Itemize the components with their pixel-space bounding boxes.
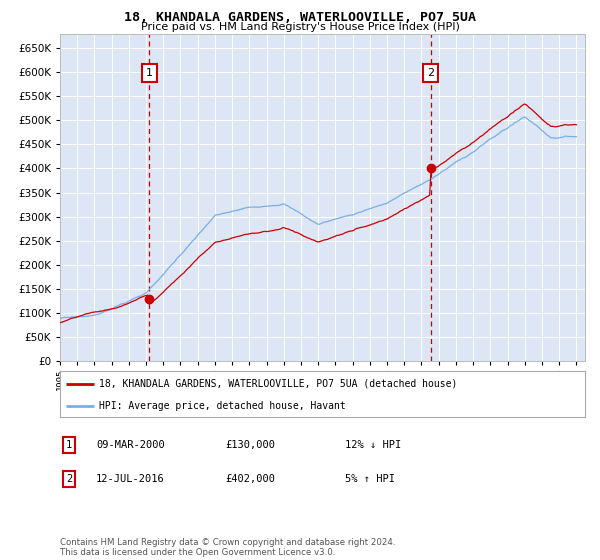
Text: £402,000: £402,000 bbox=[225, 474, 275, 484]
Text: 2: 2 bbox=[66, 474, 72, 484]
Text: 12-JUL-2016: 12-JUL-2016 bbox=[96, 474, 165, 484]
Text: 1: 1 bbox=[66, 440, 72, 450]
Text: 12% ↓ HPI: 12% ↓ HPI bbox=[345, 440, 401, 450]
Text: HPI: Average price, detached house, Havant: HPI: Average price, detached house, Hava… bbox=[100, 401, 346, 410]
Text: 5% ↑ HPI: 5% ↑ HPI bbox=[345, 474, 395, 484]
Text: 09-MAR-2000: 09-MAR-2000 bbox=[96, 440, 165, 450]
Text: 2: 2 bbox=[427, 68, 434, 78]
Text: 1: 1 bbox=[146, 68, 153, 78]
Text: Price paid vs. HM Land Registry's House Price Index (HPI): Price paid vs. HM Land Registry's House … bbox=[140, 22, 460, 32]
Text: £130,000: £130,000 bbox=[225, 440, 275, 450]
Text: 18, KHANDALA GARDENS, WATERLOOVILLE, PO7 5UA (detached house): 18, KHANDALA GARDENS, WATERLOOVILLE, PO7… bbox=[100, 379, 458, 389]
Text: 18, KHANDALA GARDENS, WATERLOOVILLE, PO7 5UA: 18, KHANDALA GARDENS, WATERLOOVILLE, PO7… bbox=[124, 11, 476, 24]
Text: Contains HM Land Registry data © Crown copyright and database right 2024.
This d: Contains HM Land Registry data © Crown c… bbox=[60, 538, 395, 557]
